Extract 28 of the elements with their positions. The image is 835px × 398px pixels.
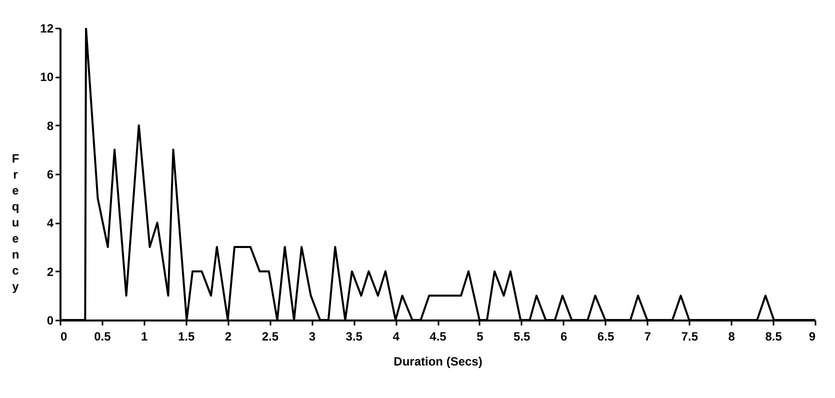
x-tick-label: 3.5 (346, 330, 363, 344)
y-tick-label: 12 (40, 22, 54, 36)
x-tick-label: 2.5 (262, 330, 279, 344)
text: Frequency (12, 152, 20, 294)
x-tick-label: 8 (728, 330, 736, 344)
y-tick-label: 0 (46, 314, 54, 328)
x-tick-label: 1 (141, 330, 148, 344)
x-tick-label: 0 (60, 330, 68, 344)
y-tick-label: 4 (46, 216, 54, 230)
x-tick-label: 4 (392, 330, 400, 344)
y-tick-label: 10 (40, 70, 54, 84)
x-tick-label: 2 (224, 330, 232, 344)
x-tick-label: 6.5 (597, 330, 614, 344)
x-tick-label: 7.5 (681, 330, 698, 344)
x-tick-label: 1.5 (178, 330, 195, 344)
x-tick-label: 4.5 (430, 330, 447, 344)
x-tick-label: 5 (476, 330, 484, 344)
x-tick-label: 0.5 (94, 330, 112, 344)
y-tick-label: 2 (46, 264, 54, 279)
x-tick-label: 6 (560, 330, 568, 344)
x-tick-label: 3 (308, 330, 316, 344)
y-tick-label: 8 (46, 118, 54, 133)
y-tick-label: 6 (46, 168, 54, 182)
x-tick-label: 9 (808, 330, 816, 344)
x-tick-label: 7 (644, 330, 652, 344)
x-tick-label: 8.5 (765, 330, 782, 344)
x-tick-label: 5.5 (514, 330, 531, 344)
x-axis-title: Duration (Secs) (394, 354, 482, 368)
